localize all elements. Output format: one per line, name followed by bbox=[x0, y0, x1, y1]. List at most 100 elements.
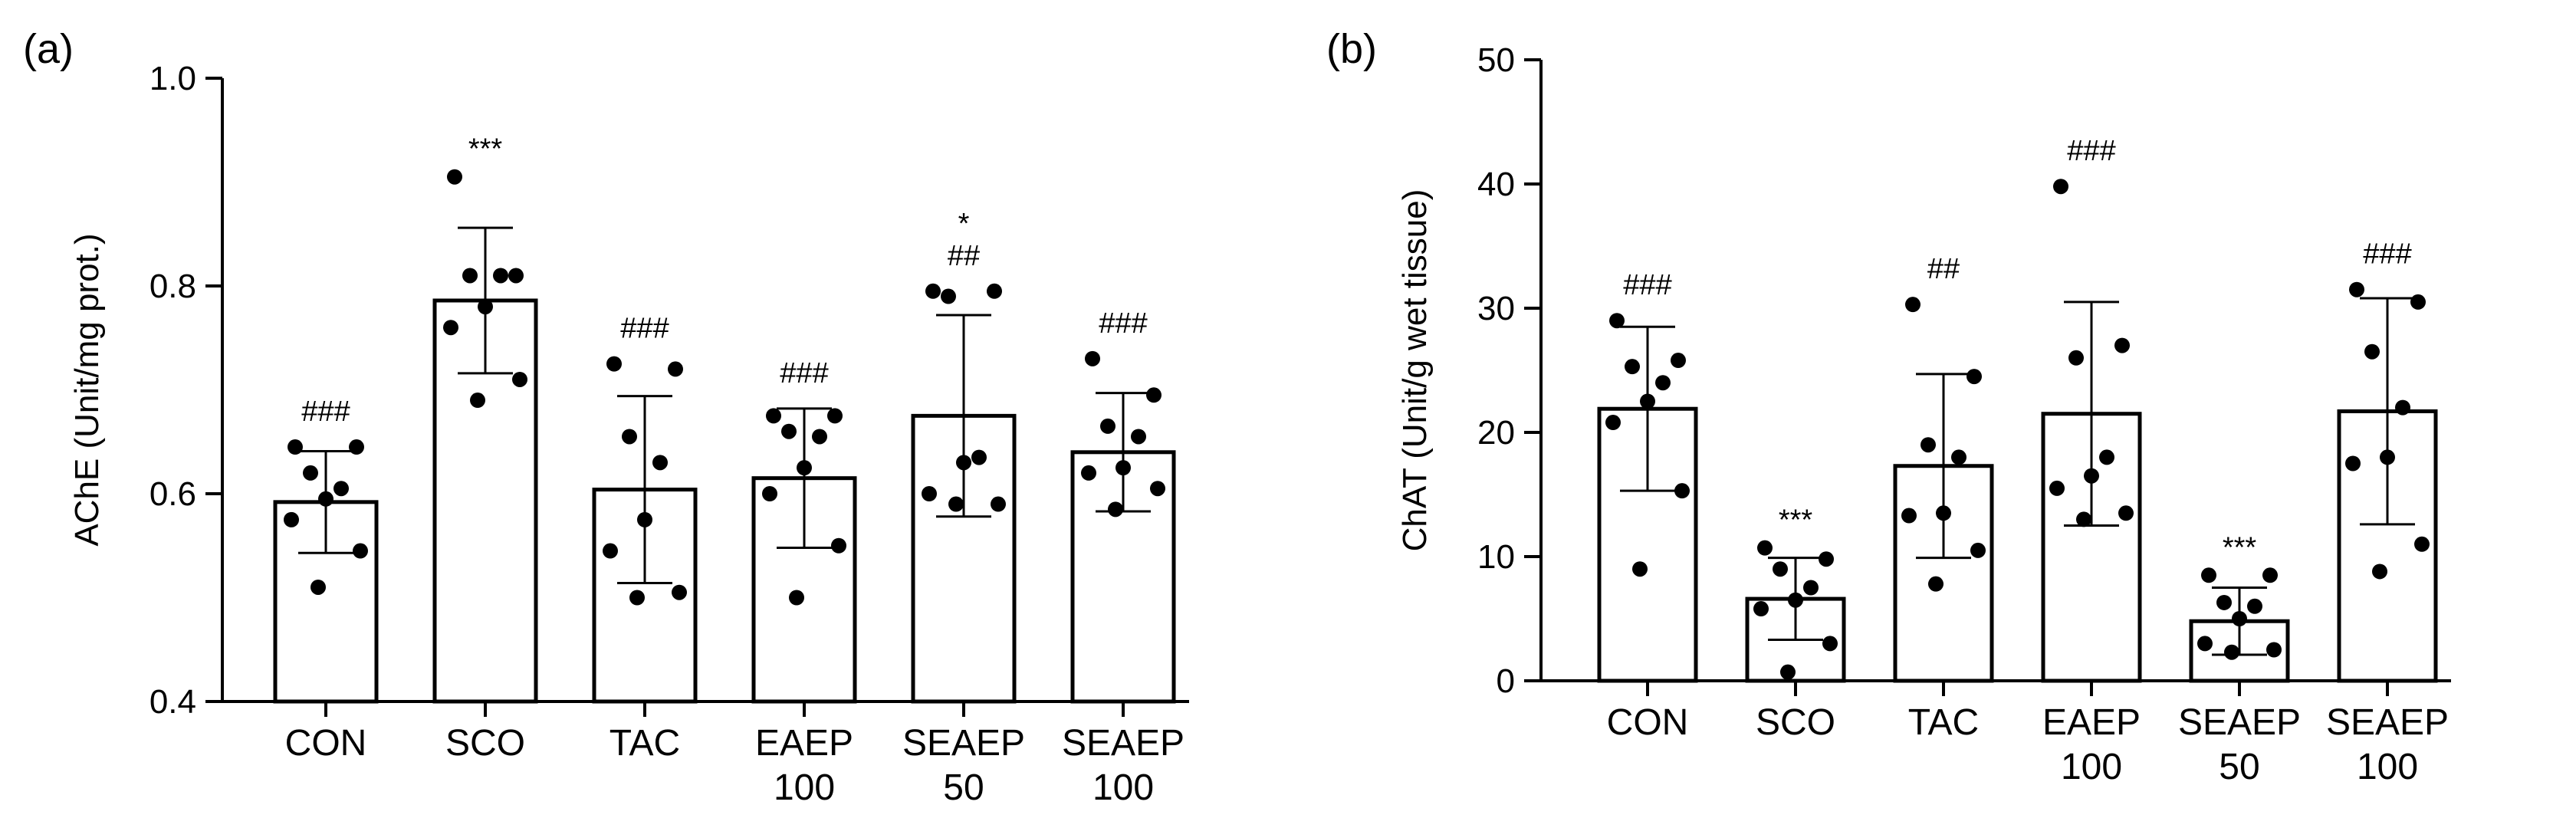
significance-hash: ### bbox=[2363, 238, 2411, 271]
data-point bbox=[2053, 179, 2068, 195]
category-label-line: SCO bbox=[445, 723, 525, 764]
data-point bbox=[812, 429, 827, 445]
data-point bbox=[1674, 483, 1690, 499]
data-point bbox=[2372, 564, 2387, 580]
category-label: CON bbox=[285, 723, 367, 764]
y-tick-label: 40 bbox=[1477, 166, 1515, 203]
data-point bbox=[1632, 561, 1648, 577]
y-axis-label: AChE (Unit/mg prot.) bbox=[68, 233, 106, 546]
data-point bbox=[2068, 350, 2084, 366]
data-point bbox=[2049, 480, 2065, 496]
y-tick-label: 10 bbox=[1477, 538, 1515, 576]
significance-hash: ### bbox=[1099, 307, 1147, 340]
data-point bbox=[1605, 415, 1621, 431]
data-point bbox=[512, 371, 527, 387]
data-point bbox=[1905, 297, 1921, 313]
data-point bbox=[1970, 542, 1986, 558]
data-point bbox=[2262, 567, 2278, 583]
data-point bbox=[1081, 465, 1096, 481]
category-label: CON bbox=[1607, 702, 1689, 743]
data-point bbox=[303, 465, 318, 481]
data-point bbox=[1640, 393, 1655, 409]
category-label: SCO bbox=[445, 723, 525, 764]
data-point bbox=[1625, 359, 1640, 375]
data-point bbox=[629, 590, 645, 606]
data-point bbox=[1146, 387, 1162, 403]
category-label-line: 100 bbox=[2061, 747, 2122, 787]
category-label-line: SEAEP bbox=[1062, 723, 1184, 764]
category-label-line: TAC bbox=[610, 723, 680, 764]
category-label-line: TAC bbox=[1908, 702, 1979, 743]
panel-label: (b) bbox=[1326, 26, 1377, 72]
data-point bbox=[284, 511, 299, 527]
significance-hash: ### bbox=[301, 396, 350, 428]
data-point bbox=[781, 423, 797, 439]
data-point bbox=[1609, 313, 1625, 329]
data-point bbox=[478, 299, 493, 315]
data-point bbox=[493, 268, 508, 284]
data-point bbox=[508, 268, 524, 284]
data-point bbox=[2197, 636, 2213, 652]
category-label-line: EAEP bbox=[2042, 702, 2141, 743]
data-point bbox=[2414, 536, 2430, 552]
data-point bbox=[603, 543, 618, 559]
data-point bbox=[1967, 369, 1982, 385]
data-point bbox=[956, 455, 971, 471]
data-point bbox=[922, 486, 937, 501]
y-tick-label: 1.0 bbox=[150, 60, 196, 97]
data-point bbox=[334, 481, 349, 497]
data-point bbox=[2118, 505, 2134, 521]
category-label: EAEP 100 bbox=[755, 723, 853, 808]
data-point bbox=[925, 283, 941, 299]
category-label: TAC bbox=[610, 723, 680, 764]
data-point bbox=[2395, 399, 2410, 416]
category-label-line: 100 bbox=[1092, 767, 1154, 808]
data-point bbox=[1788, 592, 1803, 608]
data-point bbox=[797, 460, 812, 476]
data-point bbox=[1085, 350, 1100, 366]
category-label-line: 50 bbox=[2219, 747, 2259, 787]
data-point bbox=[1116, 460, 1131, 476]
y-tick-label: 0.4 bbox=[150, 683, 196, 721]
y-axis-label: ChAT (Unit/g wet tissue) bbox=[1396, 189, 1434, 552]
data-point bbox=[2224, 644, 2239, 660]
significance-stars: *** bbox=[468, 133, 503, 166]
data-point bbox=[1671, 353, 1686, 369]
data-point bbox=[2410, 294, 2426, 310]
data-point bbox=[2216, 594, 2232, 610]
y-tick-label: 20 bbox=[1477, 414, 1515, 452]
data-point bbox=[2247, 598, 2262, 614]
data-point bbox=[987, 283, 1002, 299]
data-point bbox=[1936, 505, 1951, 521]
data-point bbox=[288, 439, 303, 455]
data-point bbox=[2349, 281, 2364, 297]
significance-hash: ## bbox=[1927, 253, 1960, 285]
data-point bbox=[991, 496, 1006, 512]
data-point bbox=[1819, 551, 1834, 567]
category-label: SEAEP 50 bbox=[902, 723, 1025, 808]
data-point bbox=[672, 584, 687, 600]
y-tick-label: 30 bbox=[1477, 290, 1515, 327]
data-point bbox=[652, 455, 668, 471]
data-point bbox=[353, 543, 368, 559]
data-point bbox=[1655, 375, 1671, 391]
data-point bbox=[2380, 449, 2395, 465]
category-label-line: 100 bbox=[2357, 747, 2418, 787]
data-point bbox=[2084, 468, 2099, 484]
significance-stars: *** bbox=[1779, 504, 1813, 537]
data-point bbox=[2364, 343, 2380, 360]
data-point bbox=[1100, 418, 1116, 434]
data-point bbox=[443, 320, 458, 336]
category-label: SEAEP 100 bbox=[1062, 723, 1184, 808]
data-point bbox=[971, 449, 987, 465]
data-point bbox=[2114, 337, 2130, 353]
category-label-line: 100 bbox=[774, 767, 835, 808]
y-tick-label: 0.6 bbox=[150, 475, 196, 513]
category-label: SEAEP 100 bbox=[2326, 702, 2449, 787]
data-point bbox=[1753, 601, 1769, 617]
panel-label: (a) bbox=[23, 26, 74, 72]
data-point bbox=[349, 439, 364, 455]
category-label-line: SEAEP bbox=[2326, 702, 2449, 743]
data-point bbox=[462, 268, 478, 284]
